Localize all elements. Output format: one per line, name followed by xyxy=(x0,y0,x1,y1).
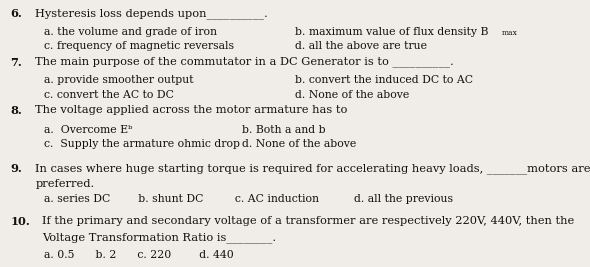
Text: a. 0.5      b. 2      c. 220        d. 440: a. 0.5 b. 2 c. 220 d. 440 xyxy=(44,250,234,260)
Text: a. the volume and grade of iron: a. the volume and grade of iron xyxy=(44,27,217,37)
Text: If the primary and secondary voltage of a transformer are respectively 220V, 440: If the primary and secondary voltage of … xyxy=(42,216,575,226)
Text: c. convert the AC to DC: c. convert the AC to DC xyxy=(44,90,174,100)
Text: 8.: 8. xyxy=(11,105,22,116)
Text: Hysteresis loss depends upon__________.: Hysteresis loss depends upon__________. xyxy=(35,8,268,19)
Text: a. provide smoother output: a. provide smoother output xyxy=(44,75,194,85)
Text: preferred.: preferred. xyxy=(35,179,94,189)
Text: d. None of the above: d. None of the above xyxy=(242,139,356,149)
Text: Voltage Transformation Ratio is________.: Voltage Transformation Ratio is________. xyxy=(42,232,277,243)
Text: In cases where huge starting torque is required for accelerating heavy loads, __: In cases where huge starting torque is r… xyxy=(35,163,590,174)
Text: b. Both a and b: b. Both a and b xyxy=(242,125,326,135)
Text: a. series DC        b. shunt DC         c. AC induction          d. all the prev: a. series DC b. shunt DC c. AC induction… xyxy=(44,194,453,204)
Text: c.  Supply the armature ohmic drop: c. Supply the armature ohmic drop xyxy=(44,139,240,149)
Text: max: max xyxy=(502,29,517,37)
Text: 9.: 9. xyxy=(11,163,22,174)
Text: d. all the above are true: d. all the above are true xyxy=(295,41,427,51)
Text: b. maximum value of flux density B: b. maximum value of flux density B xyxy=(295,27,489,37)
Text: 7.: 7. xyxy=(11,57,22,68)
Text: b. convert the induced DC to AC: b. convert the induced DC to AC xyxy=(295,75,473,85)
Text: a.  Overcome Eᵇ: a. Overcome Eᵇ xyxy=(44,125,133,135)
Text: The main purpose of the commutator in a DC Generator is to __________.: The main purpose of the commutator in a … xyxy=(35,57,454,67)
Text: 10.: 10. xyxy=(11,216,30,227)
Text: 6.: 6. xyxy=(11,8,22,19)
Text: The voltage applied across the motor armature has to: The voltage applied across the motor arm… xyxy=(35,105,348,115)
Text: d. None of the above: d. None of the above xyxy=(295,90,409,100)
Text: c. frequency of magnetic reversals: c. frequency of magnetic reversals xyxy=(44,41,234,51)
